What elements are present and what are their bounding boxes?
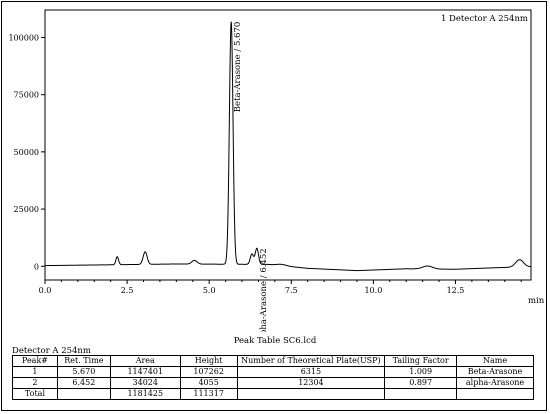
cell-height: 4055: [179, 377, 238, 389]
x-axis-label: min: [528, 296, 545, 306]
header-height: Height: [179, 355, 238, 367]
cell-total-tailing: [384, 388, 458, 400]
cell-total-label: Total: [12, 388, 58, 400]
cell-peak-number: 1: [12, 366, 58, 378]
peak-table-title: Peak Table SC6.lcd: [233, 336, 317, 346]
table-header-row: Peak# Ret. Time Area Height Number of Th…: [12, 355, 534, 367]
x-tick-label: 5.0: [203, 286, 216, 295]
table-row: 2 6.452 34024 4055 12304 0.897 alpha-Ara…: [12, 377, 534, 389]
header-theoretical-plate: Number of Theoretical Plate(USP): [236, 355, 386, 367]
table-row: 1 5.670 1147401 107262 6315 1.009 Beta-A…: [12, 366, 534, 378]
header-ret-time: Ret. Time: [56, 355, 111, 367]
chromatogram-trace: [45, 21, 532, 272]
cell-total-area: 1181425: [109, 388, 181, 400]
cell-ret-time: 5.670: [56, 366, 111, 378]
peak-table-detector: Detector A 254nm: [12, 346, 91, 356]
cell-ret-time: 6.452: [56, 377, 111, 389]
cell-theoretical-plate: 12304: [236, 377, 386, 389]
peak-annotation: Beta-Arasone / 5.670: [233, 22, 243, 113]
header-tailing-factor: Tailing Factor: [384, 355, 458, 367]
header-name: Name: [456, 355, 534, 367]
x-axis: 0.0 2.5 5.0 7.5 10.0 12.5: [39, 280, 522, 295]
peak-annotation: alpha-Arasone / 6.452: [259, 248, 269, 332]
x-tick-label: 0.0: [39, 286, 52, 295]
header-area: Area: [109, 355, 181, 367]
chromatogram-chart: 0 25000 50000 75000 100000 0.0 2.5 5.0 7.5 10.0 1…: [8, 9, 545, 332]
y-tick-label: 100000: [8, 33, 39, 42]
cell-name: Beta-Arasone: [456, 366, 534, 378]
table-total-row: Total 1181425 111317: [12, 388, 534, 400]
cell-tailing-factor: 1.009: [384, 366, 458, 378]
detector-title: 1 Detector A 254nm: [441, 14, 528, 24]
cell-total-plate: [236, 388, 386, 400]
x-tick-label: 12.5: [447, 286, 465, 295]
cell-tailing-factor: 0.897: [384, 377, 458, 389]
cell-name: alpha-Arasone: [456, 377, 534, 389]
x-tick-label: 2.5: [121, 286, 134, 295]
x-tick-label: 7.5: [285, 286, 298, 295]
header-peak-number: Peak#: [12, 355, 58, 367]
y-tick-label: 0: [34, 262, 39, 271]
peak-table: Peak# Ret. Time Area Height Number of Th…: [12, 355, 534, 400]
cell-peak-number: 2: [12, 377, 58, 389]
plot-area: [44, 9, 532, 281]
y-tick-label: 50000: [14, 148, 39, 157]
cell-area: 1147401: [109, 366, 181, 378]
cell-theoretical-plate: 6315: [236, 366, 386, 378]
cell-total-ret-time: [56, 388, 111, 400]
cell-height: 107262: [179, 366, 238, 378]
peak-annotations: Beta-Arasone / 5.670 alpha-Arasone / 6.45…: [233, 22, 269, 332]
cell-total-name: [456, 388, 534, 400]
cell-area: 34024: [109, 377, 181, 389]
cell-total-height: 111317: [179, 388, 238, 400]
y-tick-label: 25000: [14, 205, 39, 214]
x-tick-label: 10.0: [364, 286, 382, 295]
y-tick-label: 75000: [14, 91, 39, 100]
y-axis: 0 25000 50000 75000 100000: [8, 33, 45, 271]
